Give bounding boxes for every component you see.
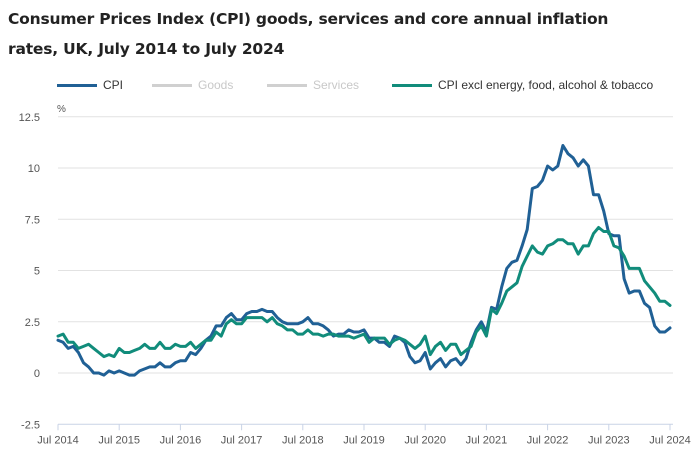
chart-title: Consumer Prices Index (CPI) goods, servi… [8,4,698,64]
legend-item-services[interactable]: Services [267,76,359,94]
series-line-cpi-excl-energy-food-alcohol-tobacco[interactable] [56,226,672,359]
series-line-cpi[interactable] [56,144,672,377]
x-tick-label: Jul 2020 [404,434,446,446]
x-tick-label: Jul 2017 [221,434,263,446]
y-tick-label: 0 [34,368,40,380]
legend-label-services: Services [313,78,360,92]
legend-label-goods: Goods [198,78,234,92]
y-tick-label: 12.5 [19,112,40,124]
chart-title-line-1: Consumer Prices Index (CPI) goods, servi… [8,10,609,28]
legend-swatch-core-cpi [392,83,432,87]
y-tick-label: 2.5 [25,317,40,329]
x-axis: Jul 2014 Jul 2015 Jul 2016 Jul 2017 Jul 2018… [37,423,691,446]
x-tick-label: Jul 2023 [588,434,630,446]
legend-swatch-services [267,83,307,87]
series [56,144,672,377]
legend-swatch-cpi [57,83,97,87]
y-tick-label: 5 [34,266,40,278]
legend-item-cpi[interactable]: CPI [57,76,123,94]
chart-title-line-2: rates, UK, July 2014 to July 2024 [8,40,285,58]
legend-item-core-cpi[interactable]: CPI excl energy, food, alcohol & tobacco [392,76,653,94]
x-tick-label: Jul 2021 [466,434,508,446]
x-tick-label: Jul 2022 [527,434,569,446]
y-axis-unit-label: % [57,104,66,115]
y-tick-label: 7.5 [25,214,40,226]
y-tick-label: 10 [28,163,40,175]
y-tick-label: -2.5 [21,419,40,431]
grid [58,116,673,374]
legend-swatch-goods [152,83,192,87]
legend-item-goods[interactable]: Goods [152,76,233,94]
legend-label-core-cpi: CPI excl energy, food, alcohol & tobacco [438,78,654,92]
x-tick-label: Jul 2014 [37,434,79,446]
x-tick-label: Jul 2015 [98,434,140,446]
x-tick-label: Jul 2018 [282,434,324,446]
legend-label-cpi: CPI [103,78,124,92]
y-axis: -2.5 0 2.5 5 7.5 10 12.5 [19,112,40,432]
x-tick-label: Jul 2019 [343,434,385,446]
x-tick-label: Jul 2016 [160,434,202,446]
chart-legend: CPI Goods Services CPI excl energy, food… [0,76,699,94]
x-tick-label: Jul 2024 [649,434,691,446]
